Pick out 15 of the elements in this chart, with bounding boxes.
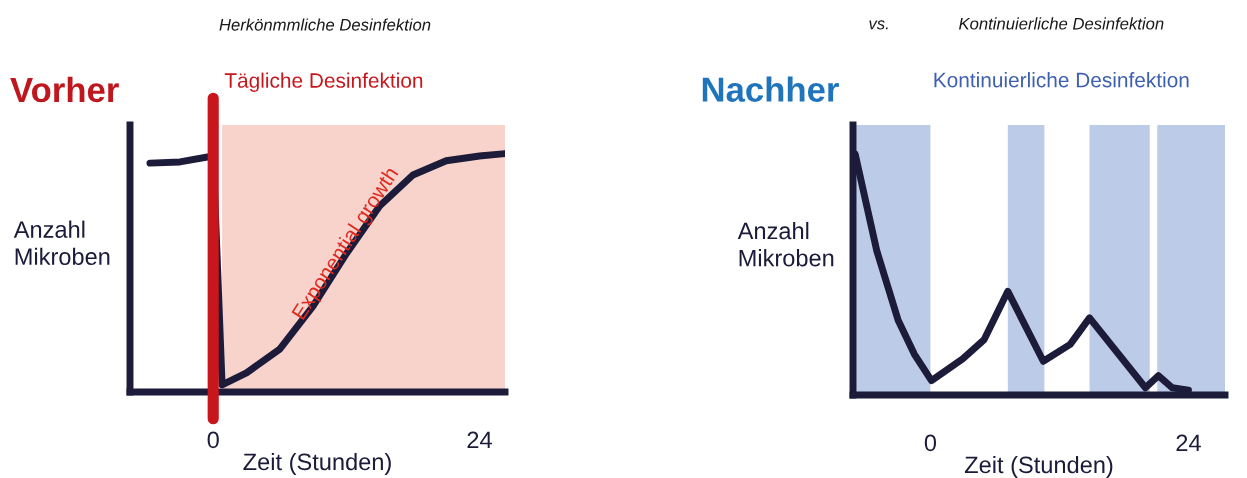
x-tick-label: 0 — [207, 431, 219, 449]
chart-title: Vorher — [10, 76, 119, 103]
text: vs. — [869, 20, 888, 30]
text: Kontinuierliche Desinfektion — [934, 72, 1189, 88]
ref-line-label: Tägliche Desinfektion — [224, 72, 423, 92]
chart-subtitle: Kontinuierliche Desinfektion — [959, 17, 1164, 30]
x-tick-label: 0 — [924, 434, 937, 452]
chart-title: Nachher — [702, 76, 839, 102]
x-axis-title: Zeit (Stunden) — [964, 455, 1113, 478]
chart-subtitle: Herkönmmliche Desinfektion — [219, 18, 431, 31]
y-axis-title: Anzahl Mikroben — [13, 220, 110, 266]
x-axis-title: Zeit (Stunden) — [243, 452, 391, 475]
y-axis-title: Anzahl Mikroben — [737, 221, 834, 267]
x-tick-label: 24 — [467, 431, 492, 448]
x-tick-label: 24 — [1176, 434, 1201, 451]
